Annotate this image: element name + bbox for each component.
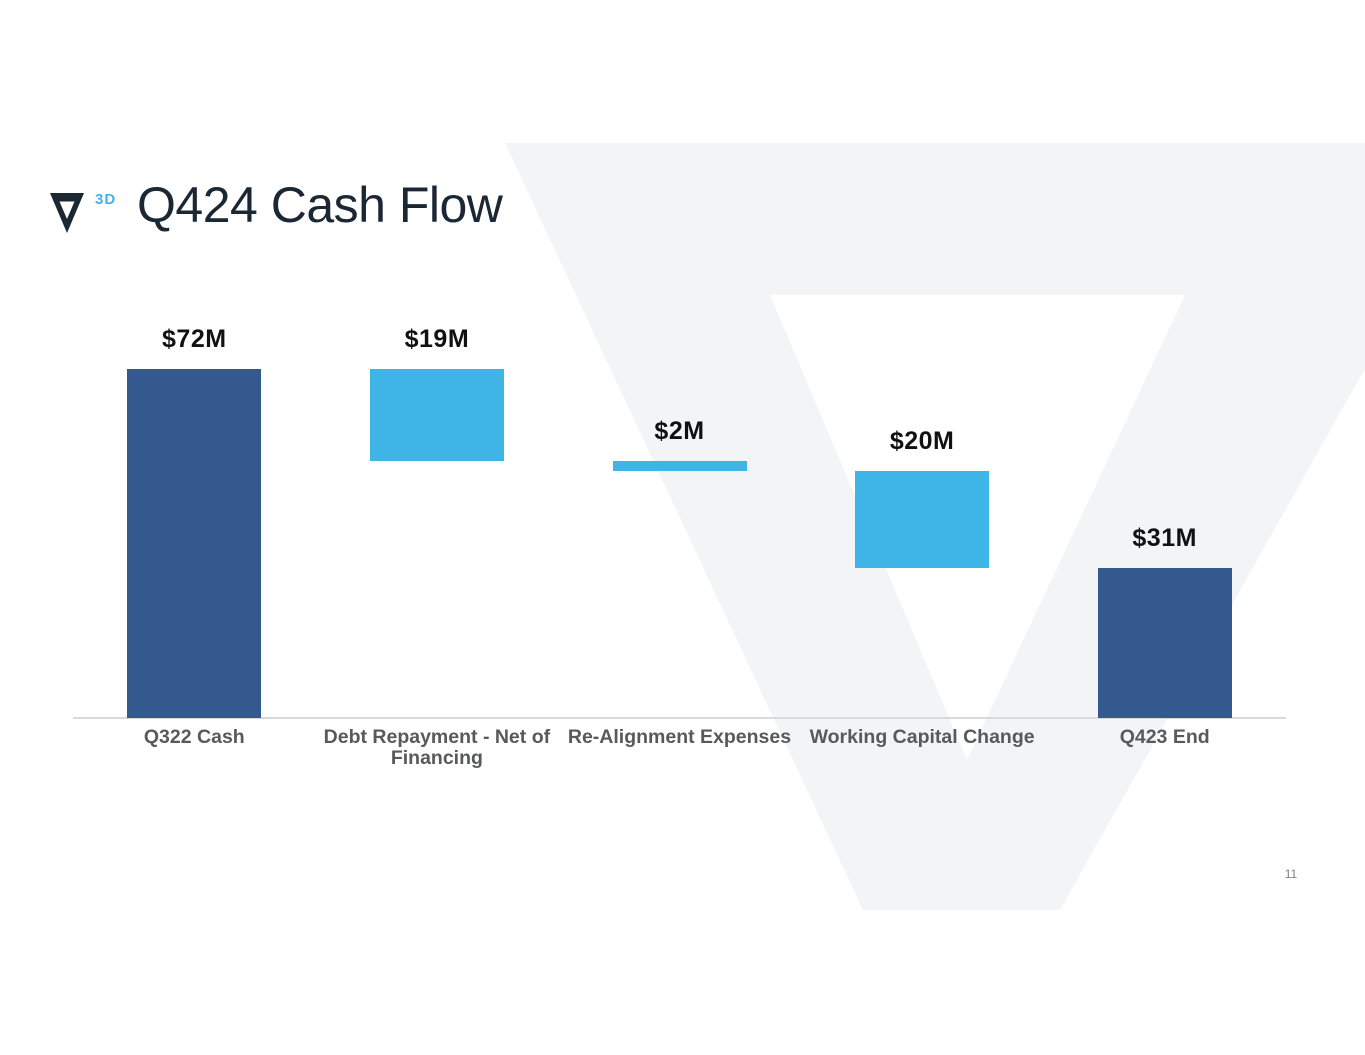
bar-category-label: Debt Repayment - Net of Financing bbox=[323, 726, 551, 769]
bar-value-label: $31M bbox=[1132, 523, 1197, 552]
bar-category-label: Re-Alignment Expenses bbox=[567, 726, 792, 748]
waterfall-bar bbox=[127, 369, 262, 718]
bar-category-label: Working Capital Change bbox=[809, 726, 1035, 748]
waterfall-bar bbox=[369, 369, 504, 462]
bar-value-label: $72M bbox=[162, 325, 227, 354]
page-number: 11 bbox=[1284, 867, 1298, 881]
waterfall-bar bbox=[1097, 567, 1232, 718]
axis-baseline bbox=[73, 717, 1286, 719]
bar-value-label: $20M bbox=[889, 426, 955, 455]
logo-3d-superscript: 3D bbox=[95, 191, 117, 208]
waterfall-bar bbox=[612, 461, 747, 471]
bar-value-label: $19M bbox=[404, 325, 470, 354]
slide-title: Q424 Cash Flow bbox=[137, 177, 503, 233]
bar-category-label: Q322 Cash bbox=[143, 726, 245, 748]
nabla-logo-icon bbox=[50, 193, 84, 233]
bar-value-label: $2M bbox=[654, 417, 705, 446]
waterfall-bar bbox=[855, 470, 990, 568]
bar-category-label: Q423 End bbox=[1119, 726, 1210, 748]
